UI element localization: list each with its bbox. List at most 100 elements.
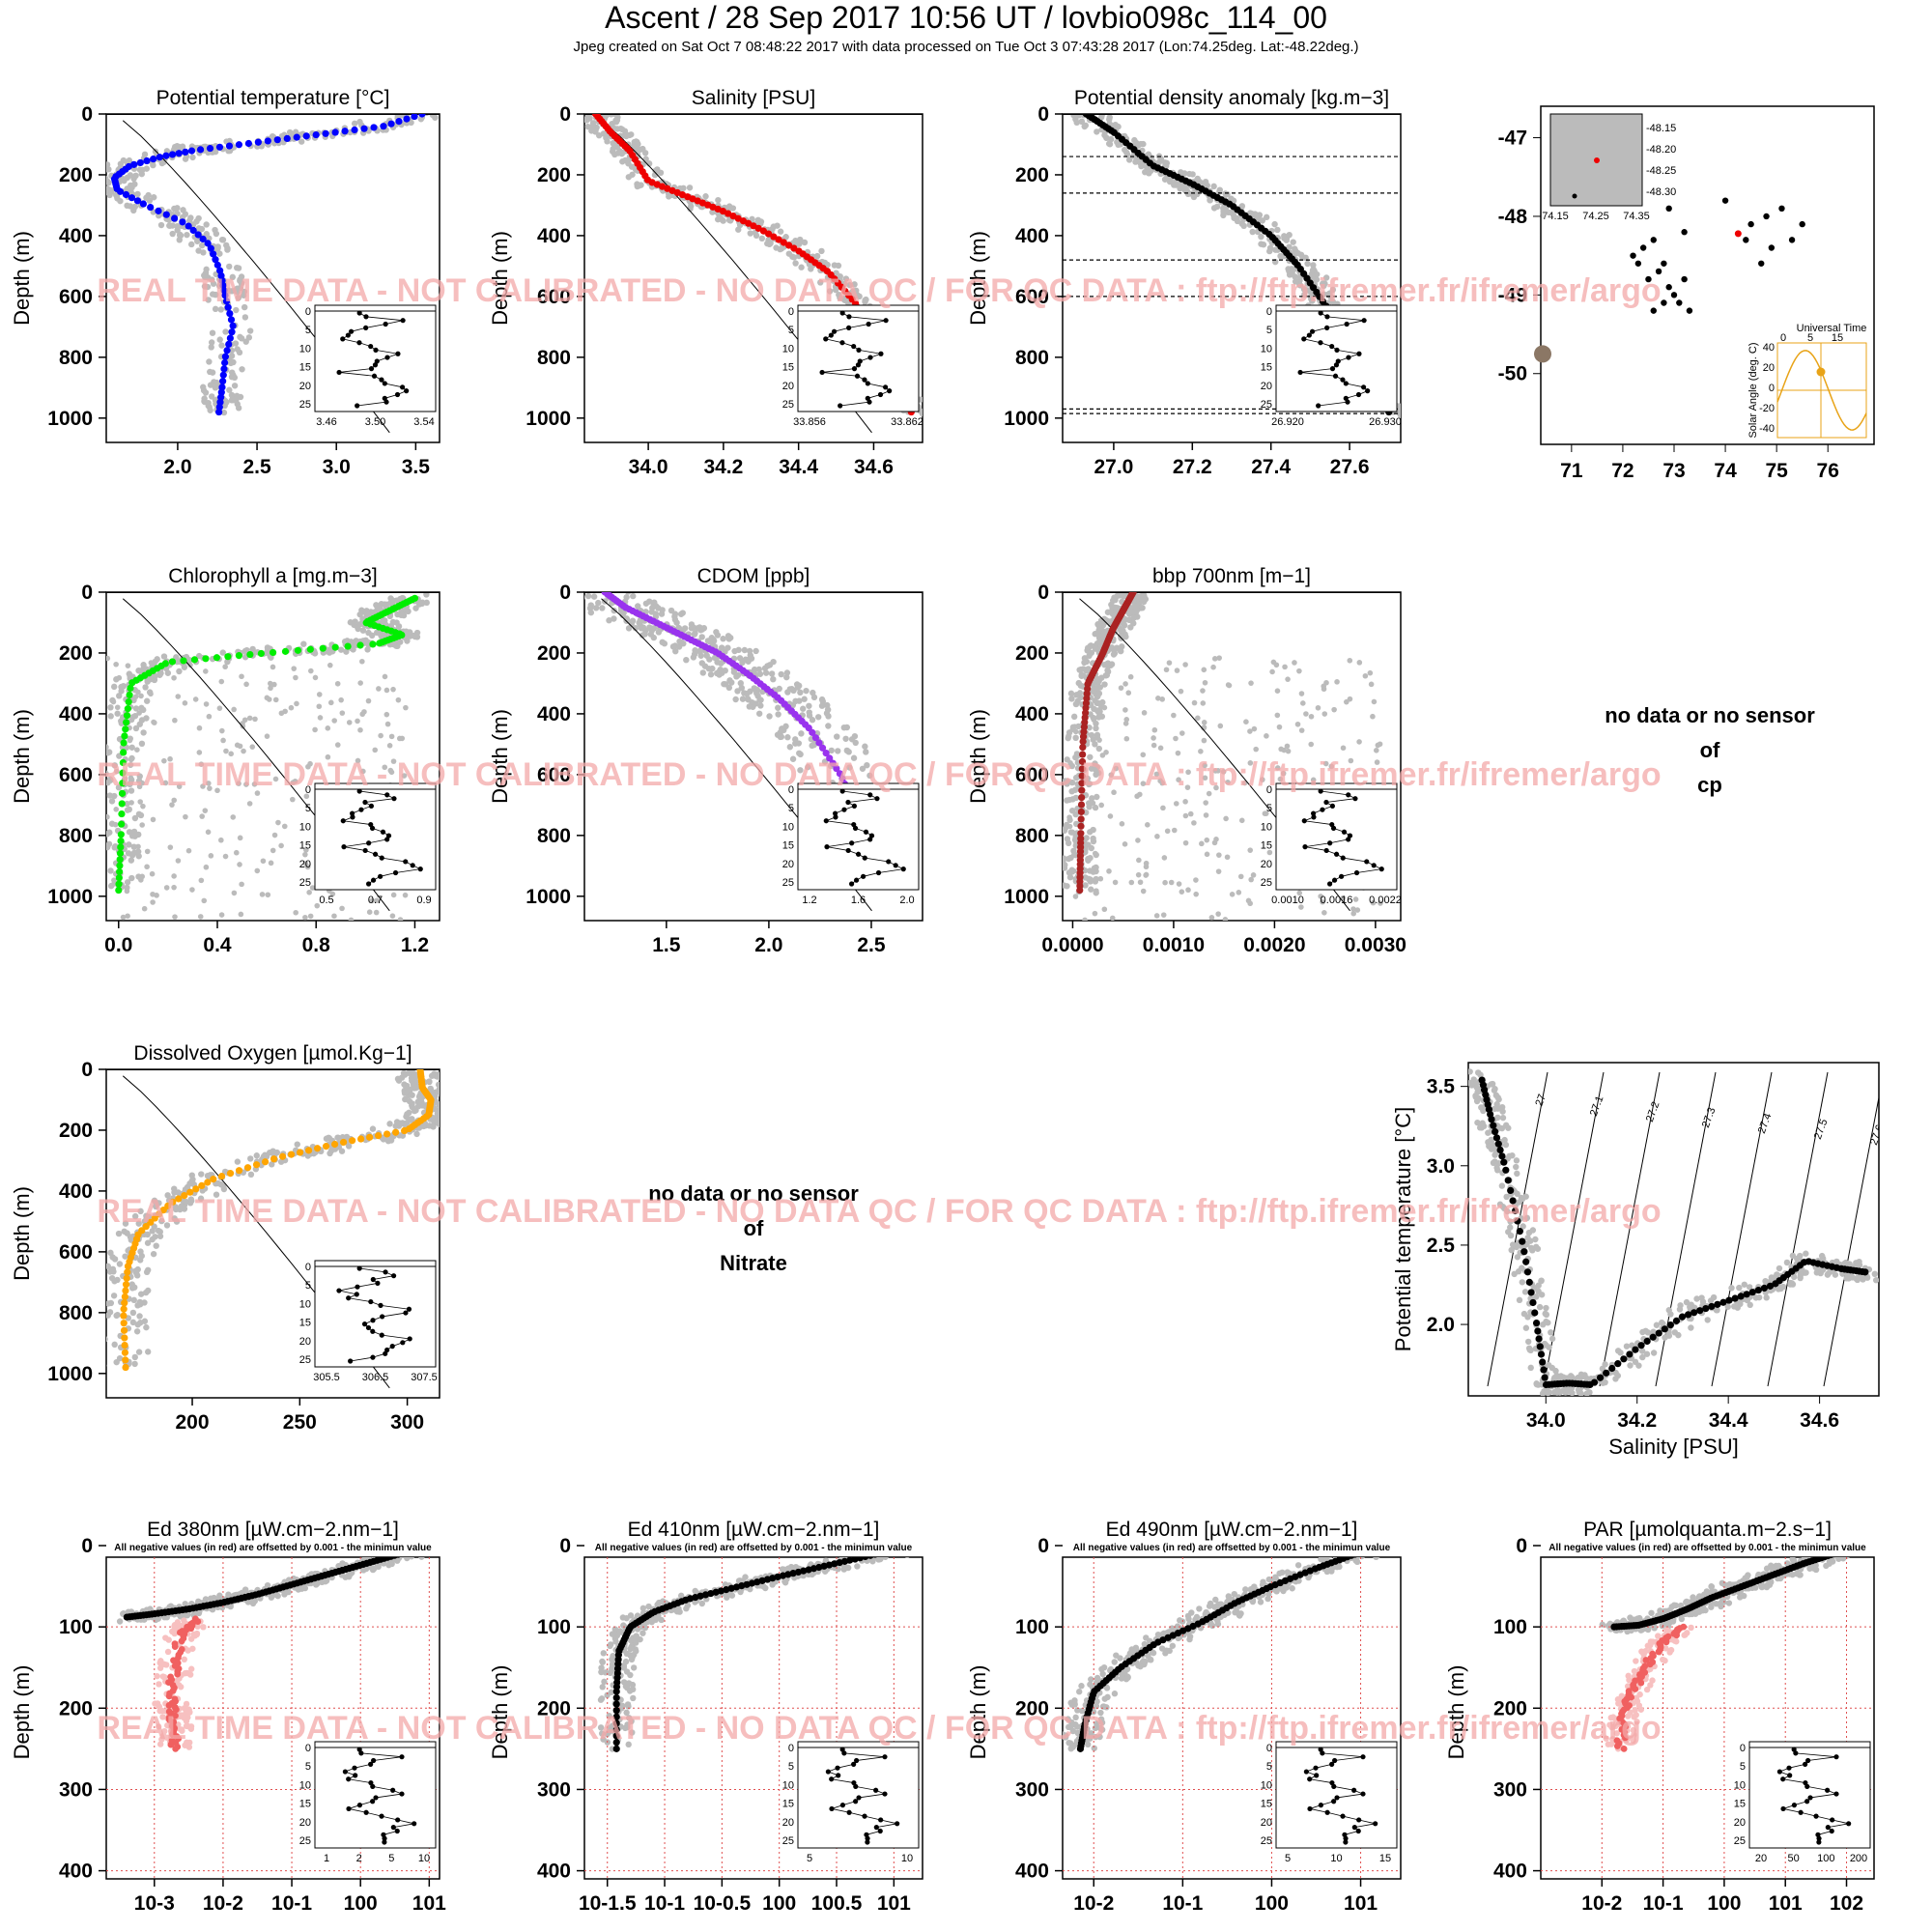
background-point <box>1286 231 1293 239</box>
background-point <box>288 704 295 711</box>
background-point <box>1173 801 1179 807</box>
background-point <box>1203 800 1208 806</box>
background-point <box>172 717 178 724</box>
background-point <box>246 327 254 334</box>
background-point <box>382 764 388 771</box>
background-point <box>130 843 137 850</box>
background-point <box>221 1168 229 1176</box>
background-point <box>1274 688 1281 695</box>
background-point <box>1298 691 1305 696</box>
background-point <box>722 681 729 688</box>
background-point <box>1072 838 1079 844</box>
x-tick-label: 0.8 <box>302 934 331 956</box>
background-point <box>1274 765 1281 771</box>
background-point <box>137 1248 144 1255</box>
background-point <box>1362 672 1369 679</box>
inset-line <box>343 820 371 825</box>
background-point <box>135 853 142 860</box>
background-point <box>198 1171 205 1178</box>
inset-line <box>867 383 886 388</box>
background-point <box>205 297 212 303</box>
inset-line <box>839 401 870 407</box>
background-point <box>222 664 228 670</box>
background-point <box>440 1118 446 1123</box>
background-point <box>149 1228 156 1235</box>
inset-point <box>875 869 882 876</box>
background-point <box>1068 696 1075 702</box>
profile-point <box>121 1334 128 1342</box>
profile-point <box>155 207 162 214</box>
background-point <box>1157 778 1163 784</box>
background-point <box>237 284 244 292</box>
inset-y-tick-label: 0 <box>305 784 311 796</box>
background-point <box>726 677 733 684</box>
inset-y-tick-label: 5 <box>1266 325 1272 336</box>
inset-frame <box>797 304 920 412</box>
background-point <box>1171 712 1177 719</box>
background-point <box>110 1293 118 1299</box>
background-point <box>153 1242 159 1249</box>
background-point <box>360 768 366 775</box>
background-point <box>106 831 111 838</box>
background-point <box>1280 770 1287 777</box>
background-point <box>249 744 256 750</box>
background-point <box>128 744 135 751</box>
background-point <box>271 832 278 838</box>
background-point <box>634 141 640 149</box>
background-point <box>307 913 314 920</box>
background-point <box>174 205 181 212</box>
background-point <box>199 242 206 249</box>
background-point <box>189 1176 196 1183</box>
profile-point <box>116 867 124 876</box>
background-point <box>171 674 177 681</box>
background-point <box>233 849 240 856</box>
profile-point <box>375 1132 383 1140</box>
profile-point <box>215 408 223 416</box>
background-point <box>821 758 829 765</box>
background-point <box>1107 135 1115 143</box>
background-point <box>436 1086 440 1094</box>
inset-line <box>826 842 852 847</box>
background-point <box>365 697 372 704</box>
panel-title: Dissolved Oxygen [µmol.Kg−1] <box>133 1042 412 1065</box>
profile-point <box>213 261 221 269</box>
background-point <box>148 691 154 697</box>
background-point <box>382 673 388 680</box>
background-point <box>175 694 182 699</box>
background-point <box>388 733 395 740</box>
background-point <box>106 750 111 756</box>
background-point <box>204 283 212 291</box>
background-point <box>423 592 430 598</box>
background-point <box>1350 906 1356 912</box>
background-point <box>131 1284 138 1291</box>
background-point <box>278 710 285 717</box>
background-point <box>106 1263 111 1270</box>
profile-point <box>387 120 395 128</box>
profile-point <box>235 652 242 660</box>
background-point <box>207 785 213 791</box>
background-point <box>1249 228 1256 236</box>
background-point <box>1122 721 1129 726</box>
profile-point <box>125 697 132 706</box>
profile-point <box>1078 786 1086 794</box>
background-point <box>1072 794 1080 802</box>
background-point <box>692 630 698 637</box>
profile-point <box>175 1195 183 1203</box>
y-tick-label: 600 <box>537 286 571 308</box>
background-point <box>131 1353 138 1361</box>
background-point <box>578 600 583 606</box>
background-point <box>797 767 804 774</box>
background-point <box>269 1161 275 1168</box>
profile-point <box>119 769 127 777</box>
background-point <box>1093 864 1099 871</box>
background-point <box>188 241 195 248</box>
profile-point <box>120 1312 128 1320</box>
inset-y-tick-label: 15 <box>299 840 311 852</box>
background-point <box>237 277 243 284</box>
background-point <box>131 1360 138 1368</box>
profile-point <box>221 292 229 299</box>
background-point <box>842 275 850 282</box>
background-point <box>106 813 110 820</box>
y-tick-label: 0 <box>81 1059 93 1081</box>
